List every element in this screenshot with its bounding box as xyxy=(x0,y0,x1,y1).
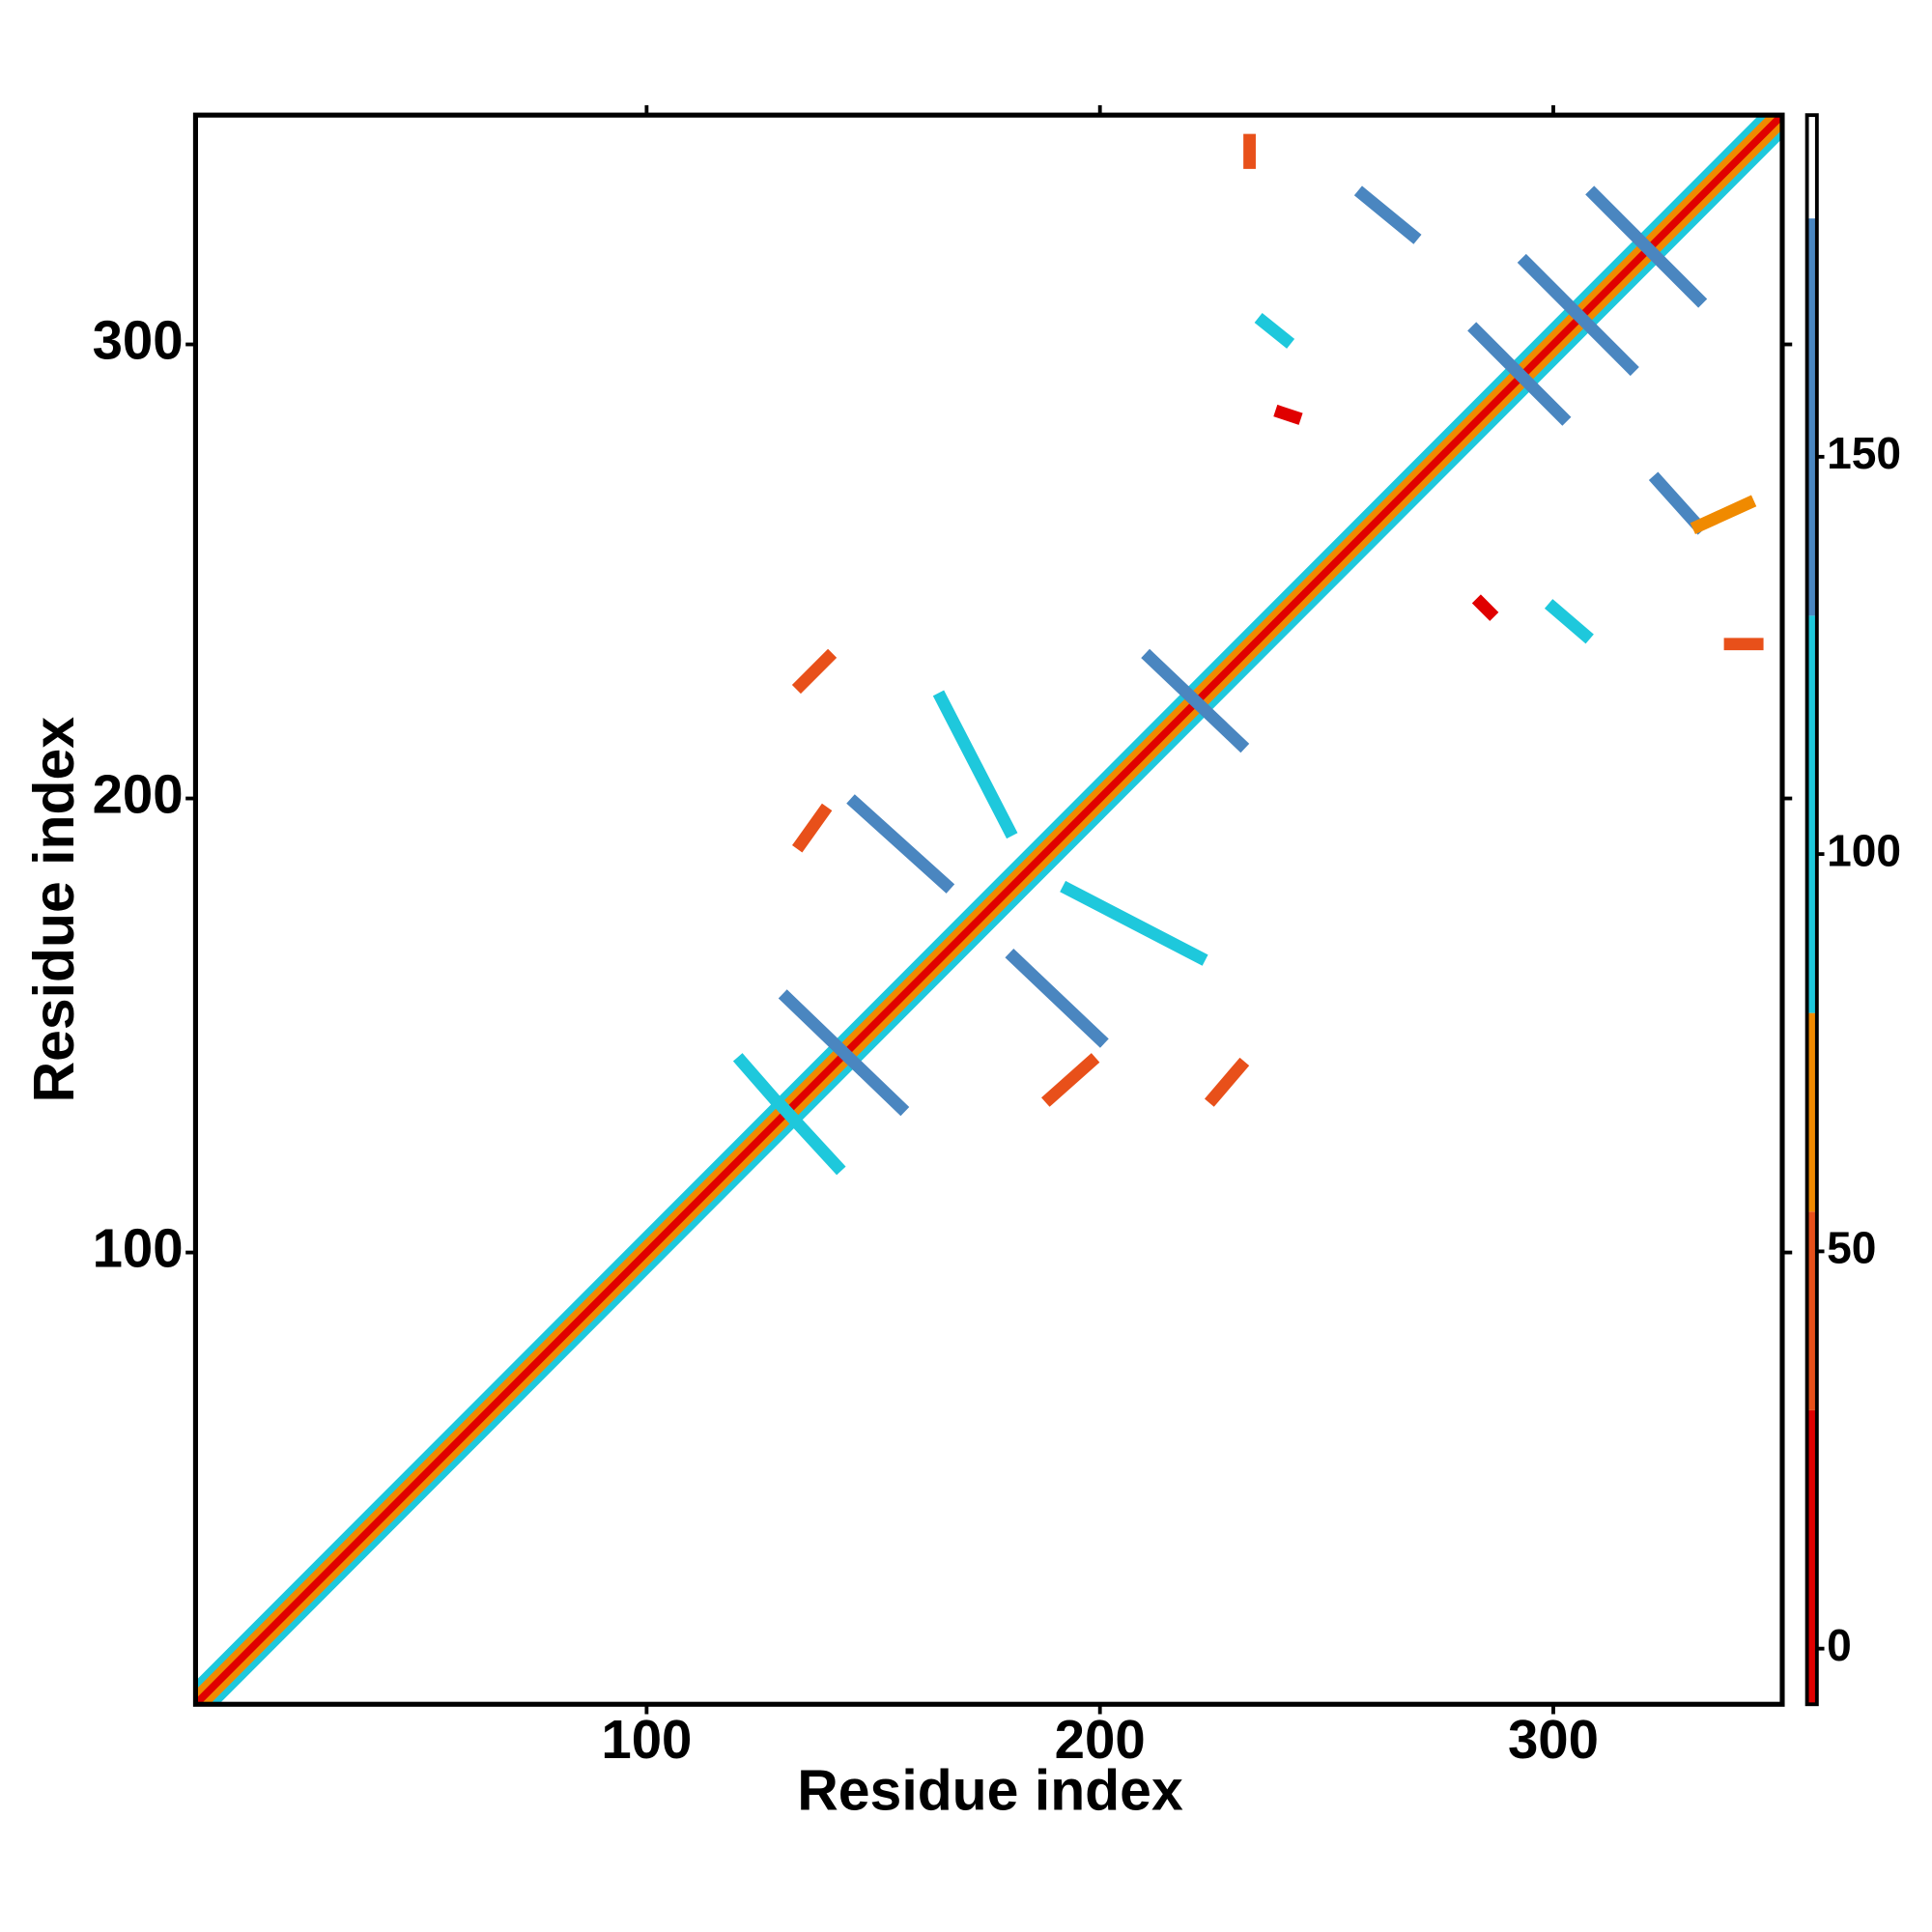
contact xyxy=(1471,594,1499,621)
colorbar-segment xyxy=(1806,1211,1817,1410)
contact xyxy=(1060,880,1208,966)
contact xyxy=(1273,404,1303,425)
contact xyxy=(1041,1053,1100,1107)
diagonal-band xyxy=(195,115,1779,1701)
x-tick-label: 300 xyxy=(1508,1709,1599,1770)
y-tick-label: 200 xyxy=(93,763,184,824)
colorbar-tick-label: 50 xyxy=(1827,1223,1876,1273)
contact xyxy=(1467,322,1572,426)
contact xyxy=(1141,648,1250,753)
x-tick-label: 100 xyxy=(601,1709,692,1770)
contact xyxy=(1544,599,1594,644)
diagonal-band xyxy=(195,115,1770,1691)
y-tick-label: 300 xyxy=(93,309,184,370)
contact xyxy=(774,1098,846,1176)
contact xyxy=(791,648,838,695)
contact xyxy=(1585,185,1708,308)
contact xyxy=(778,989,910,1117)
plot-area xyxy=(195,115,1782,1705)
x-tick-label: 200 xyxy=(1055,1709,1146,1770)
contact xyxy=(1648,471,1708,535)
y-axis-title: Residue index xyxy=(23,717,86,1103)
colorbar-segment xyxy=(1806,615,1817,1013)
contact xyxy=(932,690,1018,839)
x-axis-title: Residue index xyxy=(797,1759,1183,1822)
diagonal-band xyxy=(208,128,1782,1705)
contact xyxy=(1517,253,1639,377)
colorbar-segment xyxy=(1806,1409,1817,1705)
colorbar-tick-label: 0 xyxy=(1827,1620,1852,1670)
plot-frame xyxy=(192,112,1785,1707)
contact xyxy=(1005,949,1109,1048)
colorbar-segment xyxy=(1806,1012,1817,1212)
colorbar-tick-label: 100 xyxy=(1827,825,1901,875)
contact xyxy=(732,1053,782,1107)
contact xyxy=(1353,185,1422,244)
contact xyxy=(846,794,955,894)
colorbar-segment xyxy=(1806,115,1817,219)
colorbar-tick-label: 150 xyxy=(1827,428,1901,478)
diagonal-band xyxy=(199,119,1782,1705)
contact xyxy=(1690,495,1757,535)
contact xyxy=(792,803,833,853)
contact xyxy=(1254,313,1295,349)
contact xyxy=(1204,1057,1250,1107)
colorbar-segment xyxy=(1806,218,1817,616)
colorbar-frame xyxy=(1804,113,1819,1707)
y-tick-label: 100 xyxy=(93,1217,184,1278)
